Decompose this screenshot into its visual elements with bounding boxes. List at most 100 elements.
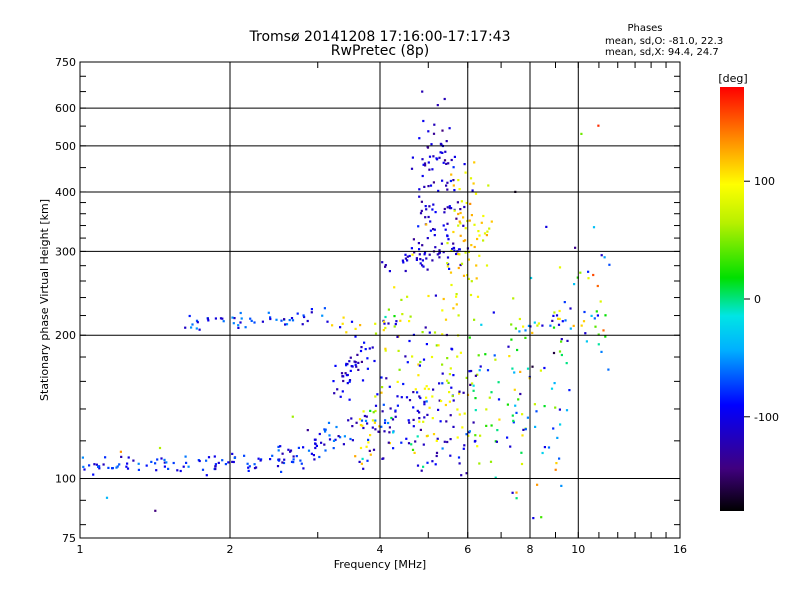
- y-tick-label: 100: [55, 473, 76, 486]
- data-point: [438, 249, 441, 252]
- data-point: [483, 232, 487, 235]
- data-point: [462, 224, 465, 227]
- data-point: [587, 277, 590, 280]
- data-point: [541, 324, 544, 327]
- data-point: [446, 242, 449, 245]
- data-point: [425, 396, 428, 399]
- data-point: [413, 251, 416, 254]
- data-point: [568, 389, 571, 392]
- data-point: [441, 179, 444, 182]
- data-point: [446, 222, 449, 225]
- data-point: [354, 363, 357, 366]
- data-point: [342, 375, 345, 378]
- data-point: [452, 374, 455, 377]
- data-point: [425, 435, 428, 438]
- data-point: [350, 320, 354, 323]
- data-point: [281, 452, 284, 455]
- data-point: [365, 415, 368, 418]
- data-point: [457, 212, 460, 216]
- data-points: [81, 90, 611, 520]
- data-point: [485, 424, 488, 427]
- data-point: [477, 230, 480, 233]
- data-point: [464, 227, 467, 230]
- data-point: [472, 384, 475, 387]
- data-point: [292, 461, 295, 464]
- data-point: [443, 211, 446, 214]
- data-point: [416, 464, 420, 467]
- data-point: [547, 446, 551, 449]
- data-point: [406, 259, 409, 262]
- data-point: [400, 396, 403, 399]
- data-point: [363, 414, 366, 418]
- data-point: [82, 465, 85, 468]
- data-point: [402, 261, 405, 264]
- y-axis-label: Stationary phase Virtual Height [km]: [38, 199, 51, 401]
- data-point: [445, 140, 448, 143]
- data-point: [470, 369, 473, 373]
- data-point: [406, 361, 409, 364]
- data-point: [359, 324, 362, 327]
- data-point: [463, 205, 466, 209]
- data-point: [306, 319, 309, 323]
- data-point: [532, 517, 535, 520]
- data-point: [603, 256, 606, 259]
- data-point: [310, 308, 313, 311]
- data-point: [394, 415, 397, 418]
- data-point: [498, 418, 501, 421]
- data-point: [391, 418, 395, 421]
- data-point: [423, 387, 426, 390]
- data-point: [428, 168, 431, 171]
- data-point: [452, 399, 455, 402]
- data-point: [405, 396, 409, 399]
- data-point: [462, 447, 465, 450]
- data-point: [480, 221, 483, 224]
- data-point: [597, 343, 600, 346]
- data-point: [423, 185, 426, 188]
- data-point: [290, 460, 294, 463]
- data-point: [357, 361, 360, 364]
- data-point: [246, 462, 249, 465]
- data-point: [150, 460, 153, 463]
- data-point: [478, 234, 481, 237]
- data-point: [527, 324, 530, 327]
- data-point: [259, 459, 262, 462]
- data-point: [552, 427, 555, 430]
- data-point: [291, 415, 294, 418]
- data-point: [446, 206, 449, 209]
- data-point: [156, 458, 159, 461]
- data-point: [442, 224, 445, 227]
- data-point: [419, 212, 423, 215]
- data-point: [474, 434, 477, 437]
- data-point: [451, 394, 454, 398]
- data-point: [511, 491, 514, 494]
- data-point: [593, 317, 596, 320]
- data-point: [526, 367, 530, 370]
- data-point: [530, 276, 533, 280]
- data-point: [437, 189, 440, 192]
- data-point: [418, 137, 421, 140]
- y-axis-ticks: 75 100 200 300 400 500 600 750: [55, 56, 680, 545]
- data-point: [521, 434, 524, 437]
- data-point: [341, 322, 344, 325]
- data-point: [231, 452, 234, 455]
- data-point: [382, 403, 385, 406]
- data-point: [596, 314, 599, 317]
- data-point: [522, 428, 525, 431]
- data-point: [462, 274, 466, 277]
- data-point: [421, 90, 424, 93]
- data-point: [486, 230, 489, 233]
- data-point: [597, 333, 600, 336]
- data-point: [472, 389, 475, 392]
- data-point: [191, 323, 194, 326]
- data-point: [477, 354, 480, 357]
- data-point: [419, 428, 422, 431]
- data-point: [457, 224, 460, 227]
- data-point: [438, 156, 441, 159]
- y-tick-label: 400: [55, 186, 76, 199]
- data-point: [360, 419, 364, 422]
- data-point: [207, 456, 211, 459]
- data-point: [585, 340, 588, 343]
- data-point: [411, 355, 414, 358]
- data-point: [280, 319, 283, 322]
- data-point: [469, 202, 472, 205]
